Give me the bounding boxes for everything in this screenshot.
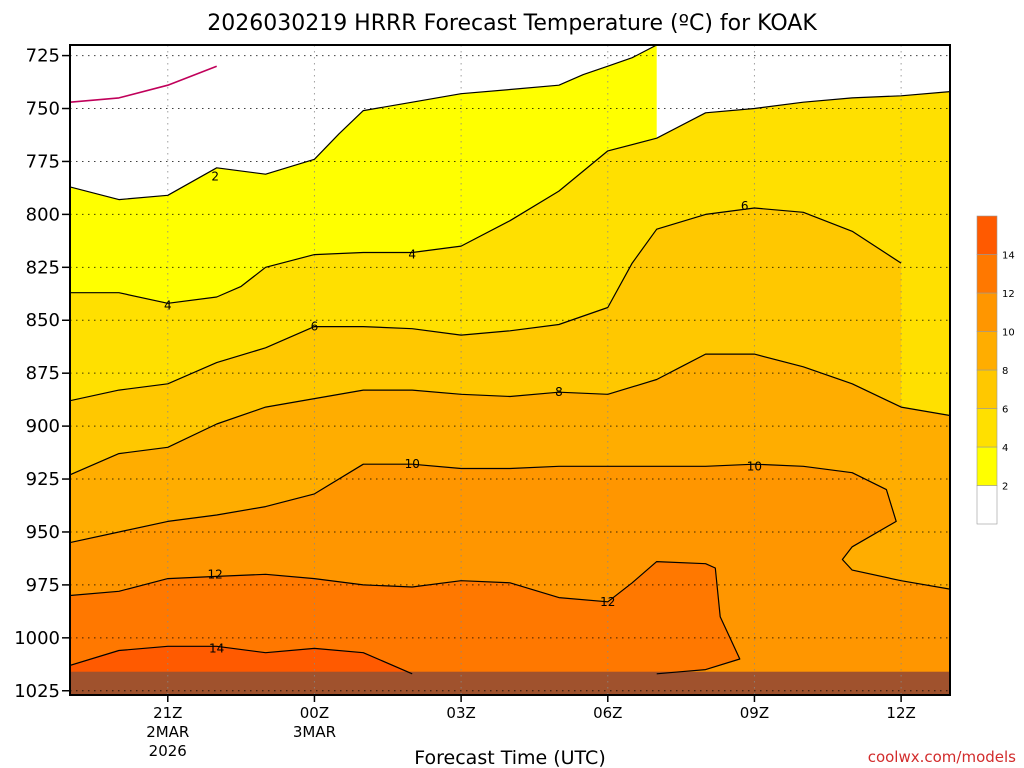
legend-swatch-0-2 [976,485,998,525]
y-tick-label: 1025 [14,681,60,702]
legend-swatch-14-16 [976,215,998,255]
contour-line-8 [70,353,950,476]
contour-label: 12 [208,567,223,581]
surface-band [70,671,950,695]
legend-swatch-10-12 [976,292,998,332]
contour-label: 8 [555,385,563,399]
y-tick-label: 900 [26,416,60,437]
x-tick-label: 03Z [446,704,475,722]
x-tick-label: 00Z [300,704,329,722]
ground-surface [70,671,950,695]
y-tick-label: 750 [26,99,60,120]
y-tick-label: 925 [26,469,60,490]
legend-swatch-2-4 [976,446,998,486]
plot-frame [69,44,951,696]
contour-line-10 [70,463,950,590]
x-tick-label: 06Z [593,704,622,722]
x-tick-label: 12Z [886,704,915,722]
contour-line-0 [70,65,217,103]
legend-tick-label: 2 [1002,482,1008,493]
legend-swatch-6-8 [976,369,998,409]
y-tick-label: 1000 [14,628,60,649]
contour-label: 10 [747,459,762,473]
x-tick-label: 21Z [153,704,182,722]
y-tick-label: 950 [26,522,60,543]
contour-lines [70,45,950,675]
contour-label: 10 [405,457,420,471]
y-tick-label: 775 [26,151,60,172]
legend-tick-label: 10 [1002,328,1015,339]
contour-label: 2 [211,169,219,183]
credit-text: coolwx.com/models [868,748,1016,766]
x-tick-label: 09Z [740,704,769,722]
contour-line-14 [70,645,413,675]
contour-label: 6 [741,199,749,213]
pressure-axis: 725 750 775 800 825 850 875 900 925 950 975 1000 102… [14,46,70,702]
y-tick-label: 825 [26,257,60,278]
legend-swatch-8-10 [976,331,998,371]
x-tick-date: 3MAR [293,723,336,741]
legend-tick-label: 6 [1002,405,1008,416]
legend-tick-label: 8 [1002,366,1008,377]
grid-lines [70,45,950,695]
contour-label: 14 [209,641,224,655]
color-legend: 2 4 6 8 10 12 14 [976,215,1015,525]
y-tick-label: 875 [26,363,60,384]
contour-label: 4 [408,248,416,262]
contour-line-4 [70,91,950,304]
contour-label: 6 [311,320,319,334]
contour-line-6 [70,207,902,402]
legend-swatch-4-6 [976,408,998,448]
x-tick-year: 2026 [149,742,187,760]
legend-tick-label: 12 [1002,289,1015,300]
contour-labels: 2 4 4 6 6 8 10 10 12 12 14 [164,169,762,655]
contour-line-2 [70,45,657,201]
contour-line-12 [70,561,741,675]
legend-tick-label: 4 [1002,443,1008,454]
x-axis-label: Forecast Time (UTC) [414,747,605,768]
legend-tick-label: 14 [1002,251,1015,262]
x-tick-date: 2MAR [146,723,189,741]
legend-swatch-12-14 [976,254,998,294]
y-tick-label: 800 [26,204,60,225]
contour-label: 12 [600,595,615,609]
temperature-fill-bands [70,45,950,695]
chart-title: 2026030219 HRRR Forecast Temperature (ºC… [207,11,817,36]
y-tick-label: 975 [26,575,60,596]
contour-label: 4 [164,298,172,312]
y-tick-label: 725 [26,46,60,67]
y-tick-label: 850 [26,310,60,331]
